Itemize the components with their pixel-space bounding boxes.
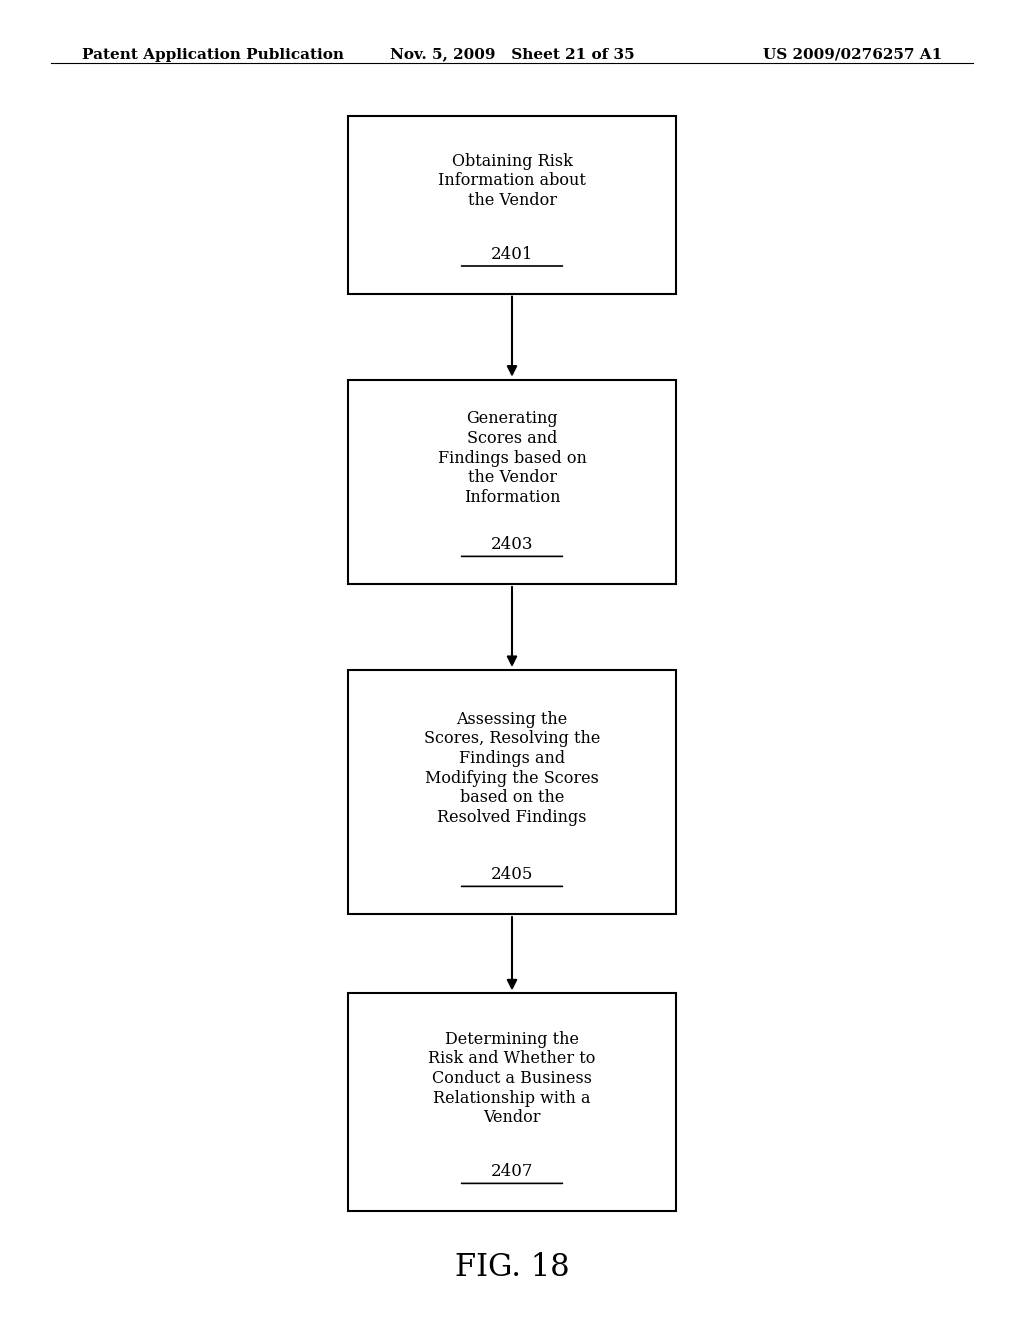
Text: Determining the
Risk and Whether to
Conduct a Business
Relationship with a
Vendo: Determining the Risk and Whether to Cond…	[428, 1031, 596, 1126]
Text: 2407: 2407	[490, 1163, 534, 1180]
Text: Assessing the
Scores, Resolving the
Findings and
Modifying the Scores
based on t: Assessing the Scores, Resolving the Find…	[424, 710, 600, 826]
Text: 2401: 2401	[490, 246, 534, 263]
Text: US 2009/0276257 A1: US 2009/0276257 A1	[763, 48, 942, 62]
Text: Patent Application Publication: Patent Application Publication	[82, 48, 344, 62]
FancyBboxPatch shape	[348, 993, 676, 1212]
Text: Obtaining Risk
Information about
the Vendor: Obtaining Risk Information about the Ven…	[438, 153, 586, 209]
Text: Generating
Scores and
Findings based on
the Vendor
Information: Generating Scores and Findings based on …	[437, 411, 587, 506]
Text: 2403: 2403	[490, 536, 534, 553]
Text: 2405: 2405	[490, 866, 534, 883]
Text: FIG. 18: FIG. 18	[455, 1251, 569, 1283]
FancyBboxPatch shape	[348, 380, 676, 583]
Text: Nov. 5, 2009   Sheet 21 of 35: Nov. 5, 2009 Sheet 21 of 35	[390, 48, 634, 62]
FancyBboxPatch shape	[348, 116, 676, 294]
FancyBboxPatch shape	[348, 671, 676, 913]
